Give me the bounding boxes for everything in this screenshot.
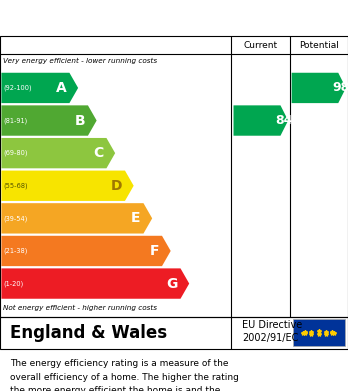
Text: (21-38): (21-38) [3, 248, 28, 254]
Text: EU Directive
2002/91/EC: EU Directive 2002/91/EC [242, 319, 302, 343]
Text: (69-80): (69-80) [3, 150, 28, 156]
Polygon shape [1, 105, 97, 136]
Text: (92-100): (92-100) [3, 85, 32, 91]
Text: (81-91): (81-91) [3, 117, 28, 124]
Polygon shape [292, 73, 346, 103]
Text: E: E [131, 212, 141, 225]
Text: Current: Current [243, 41, 278, 50]
Text: F: F [150, 244, 159, 258]
Text: C: C [93, 146, 104, 160]
Text: England & Wales: England & Wales [10, 324, 168, 342]
Text: Very energy efficient - lower running costs: Very energy efficient - lower running co… [3, 58, 158, 64]
Text: Not energy efficient - higher running costs: Not energy efficient - higher running co… [3, 305, 158, 311]
Polygon shape [1, 236, 171, 266]
Text: (1-20): (1-20) [3, 280, 24, 287]
Polygon shape [1, 203, 152, 233]
Text: 98: 98 [333, 81, 348, 95]
Text: B: B [74, 113, 85, 127]
Text: A: A [56, 81, 66, 95]
Polygon shape [234, 105, 288, 136]
Text: Energy Efficiency Rating: Energy Efficiency Rating [10, 9, 239, 27]
Text: The energy efficiency rating is a measure of the
overall efficiency of a home. T: The energy efficiency rating is a measur… [10, 359, 239, 391]
Polygon shape [1, 73, 78, 103]
Polygon shape [1, 170, 134, 201]
Polygon shape [1, 138, 115, 168]
Bar [293, 319, 345, 346]
Text: (39-54): (39-54) [3, 215, 28, 222]
Text: Potential: Potential [299, 41, 339, 50]
Text: (55-68): (55-68) [3, 183, 28, 189]
Text: 84: 84 [275, 114, 292, 127]
Text: G: G [166, 276, 178, 291]
Polygon shape [1, 268, 189, 299]
Text: D: D [111, 179, 122, 193]
